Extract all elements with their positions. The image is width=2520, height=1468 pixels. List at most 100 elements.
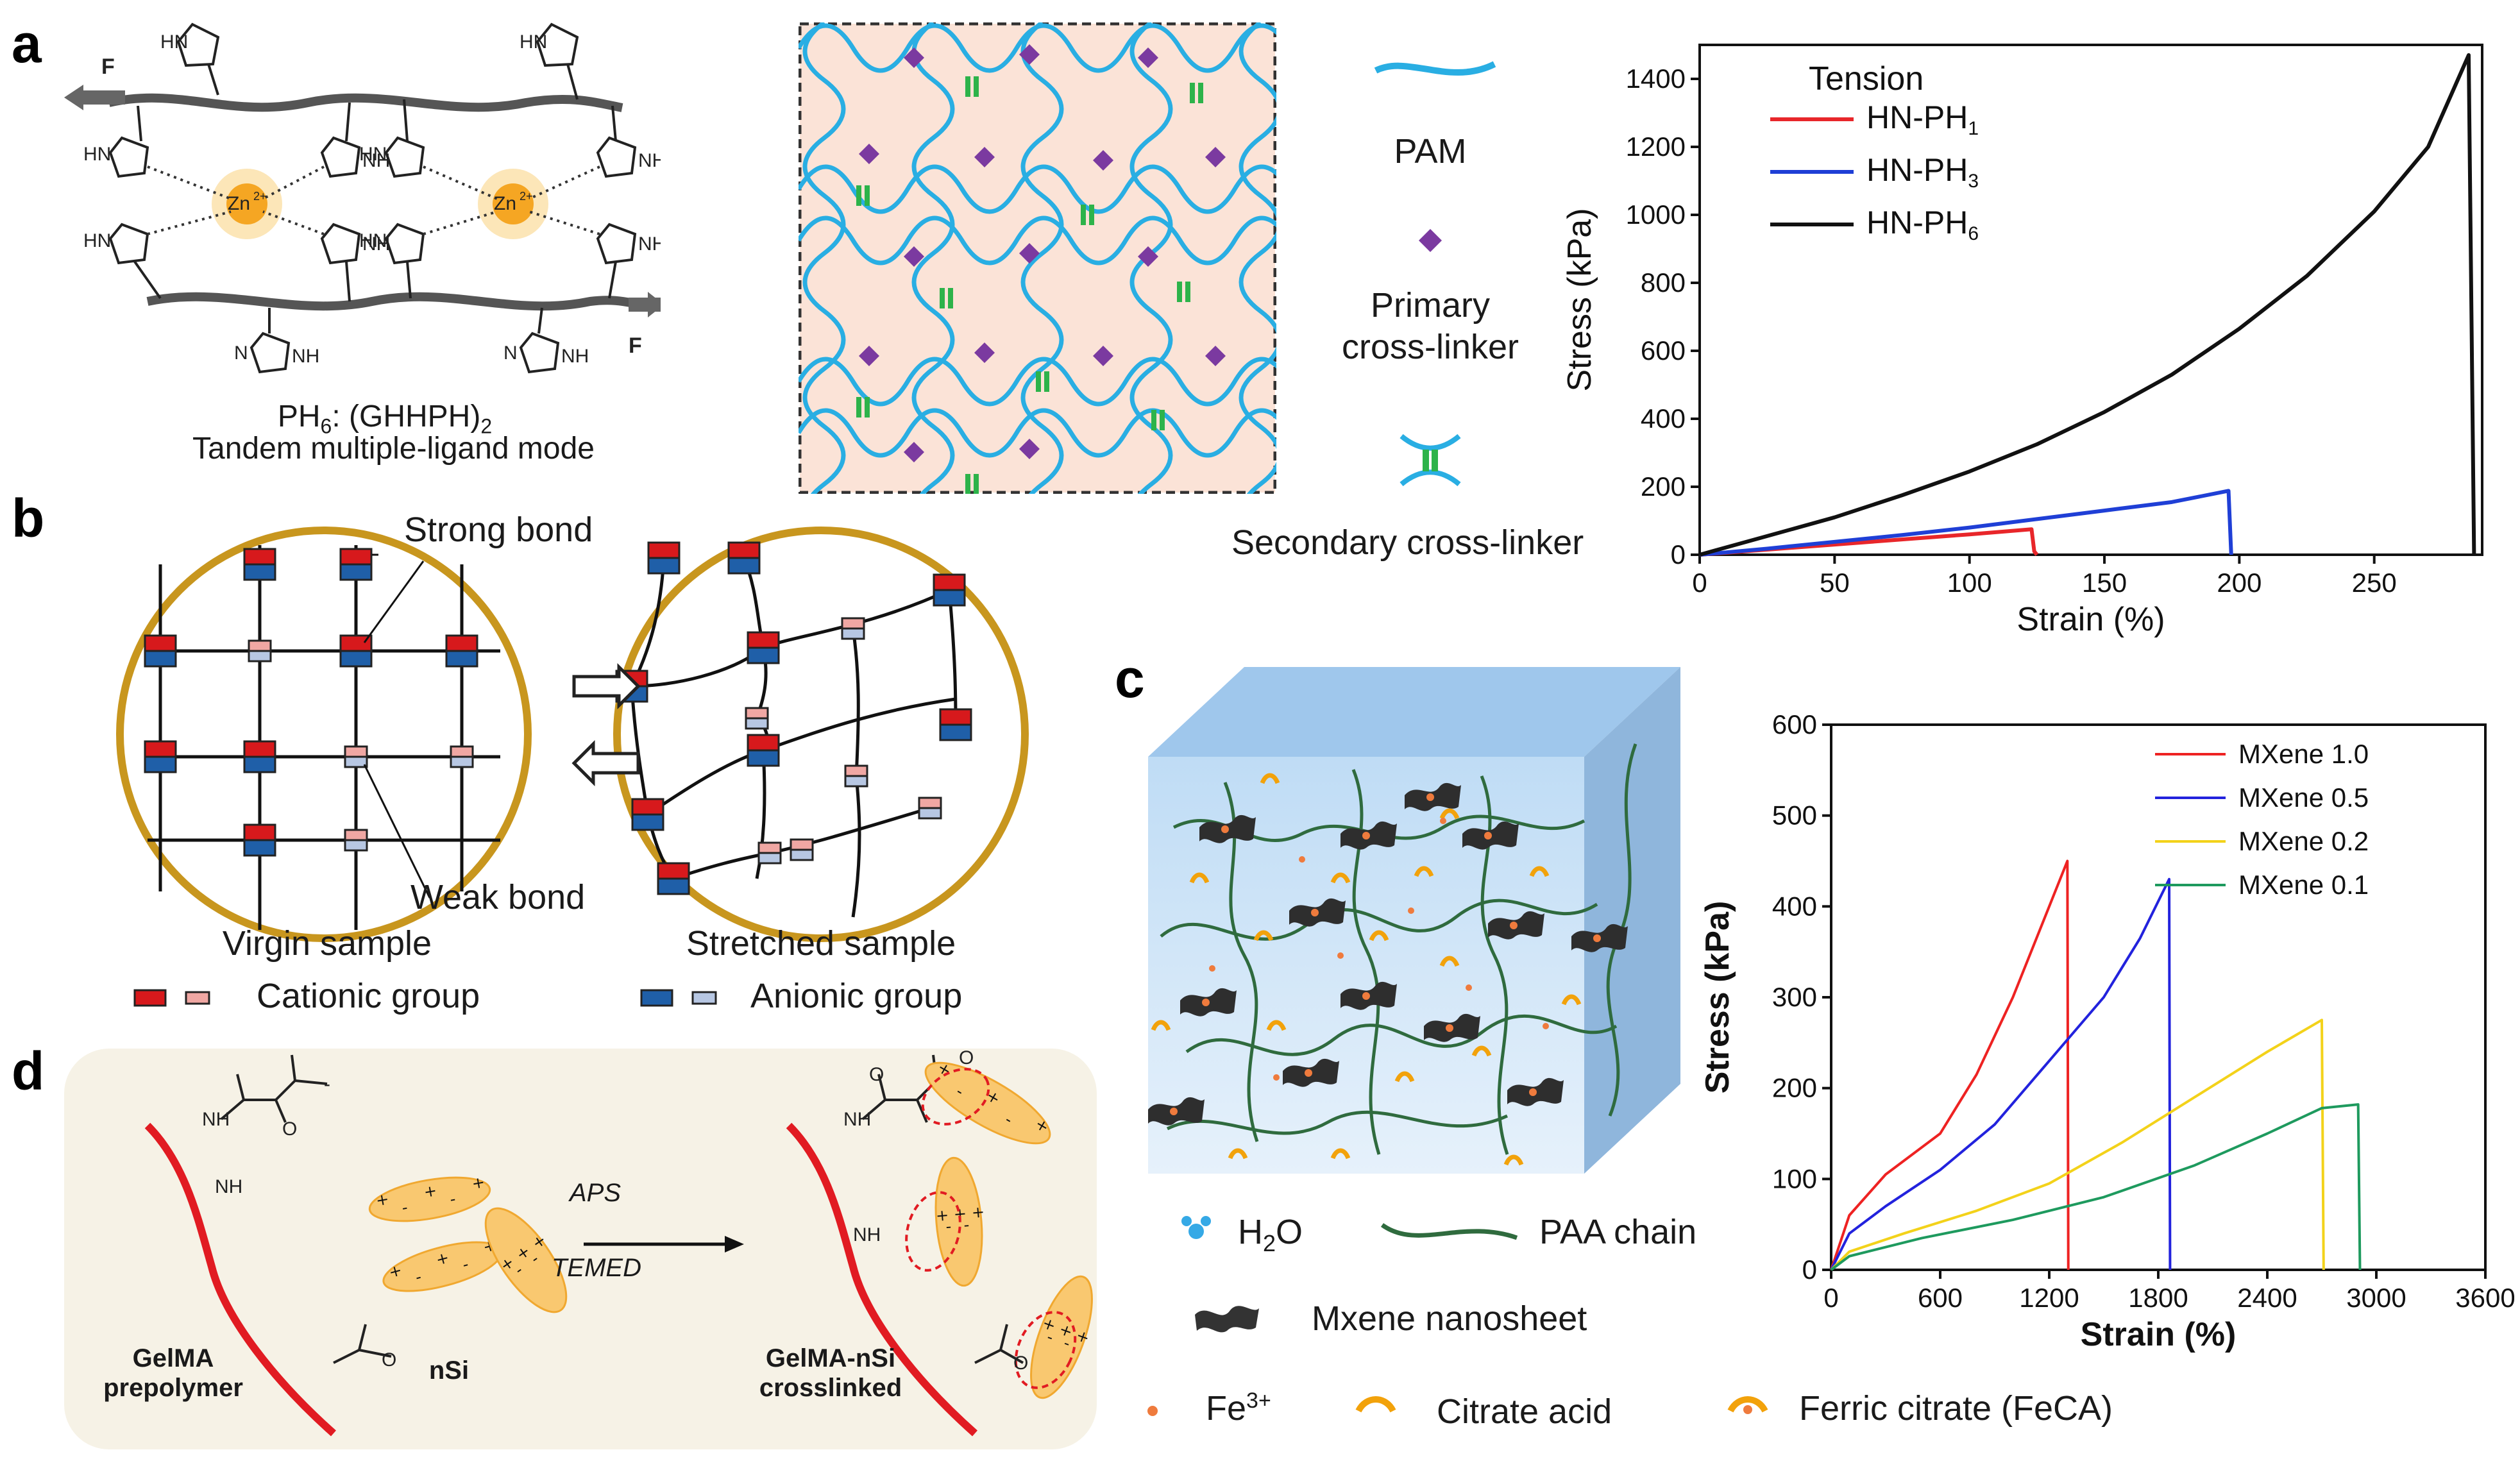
gelma-label-2: prepolymer	[103, 1374, 243, 1402]
citrate-acid	[1369, 930, 1389, 941]
ligand-mode-caption: Tandem multiple-ligand mode	[192, 432, 595, 466]
citrate-acid	[1471, 1045, 1492, 1057]
imidazole-ring	[320, 223, 361, 265]
nsi-label: nSi	[428, 1356, 469, 1385]
cationic-group	[933, 573, 966, 591]
nh-label: NH	[561, 346, 589, 367]
pam-network-box	[799, 22, 1276, 494]
cationic-group	[243, 823, 276, 841]
fe-ion	[1466, 984, 1472, 991]
secondary-crosslinker	[965, 474, 970, 494]
series-line	[1830, 877, 2172, 1270]
anionic-group	[243, 563, 276, 581]
weak-bond-pointer	[363, 764, 431, 899]
citrate-acid	[1151, 1020, 1171, 1031]
imidazole-ring	[176, 22, 220, 67]
anionic-group	[450, 755, 474, 768]
x-tick-label: 3000	[2346, 1283, 2406, 1313]
ferric-citrate-label: Ferric citrate (FeCA)	[1799, 1389, 2113, 1428]
primary-crosslinker-icon	[1419, 229, 1442, 252]
plot-frame	[1698, 44, 2483, 556]
fe-ion	[1408, 907, 1414, 914]
fe-label: Fe3+	[1206, 1388, 1271, 1428]
imidazole-ring	[596, 223, 637, 265]
charge-symbol: +	[935, 1206, 949, 1225]
anionic-group	[841, 627, 865, 640]
cationic-group	[144, 740, 177, 758]
cationic-group	[144, 634, 177, 652]
strong-bond-pointer	[363, 561, 425, 643]
citrate-acid	[1394, 1071, 1415, 1083]
anionic-group	[844, 775, 868, 788]
n-label: N	[234, 342, 248, 364]
fe-ion	[1446, 1024, 1453, 1032]
anionic-group	[918, 807, 942, 820]
secondary-crosslinker	[1190, 83, 1195, 103]
fe-ion	[1362, 832, 1370, 839]
x-tick-label: 1800	[2128, 1283, 2188, 1313]
anionic-group	[933, 589, 966, 607]
y-tick-label: 0	[1671, 539, 1686, 569]
citrate-acid	[1503, 1154, 1524, 1166]
zn-charge: 2+	[253, 190, 267, 203]
fe-ion	[1529, 1088, 1537, 1096]
x-tick-label: 0	[1823, 1283, 1838, 1313]
minus-label: -	[324, 1074, 330, 1095]
hn-label: HN	[520, 31, 547, 53]
cationic-group	[844, 764, 868, 777]
zn-ion-2	[493, 183, 534, 224]
anionic-group	[144, 650, 177, 668]
cationic-group	[745, 707, 769, 720]
product-label-2: crosslinked	[759, 1374, 902, 1402]
nh-label: NH	[292, 346, 319, 367]
anionic-group	[939, 723, 972, 741]
primary-crosslinker	[974, 342, 995, 363]
x-tick-label: 1200	[2019, 1283, 2079, 1313]
imidazole-ring	[596, 136, 637, 178]
secondary-crosslinker	[1044, 371, 1049, 392]
fe-ion	[1337, 952, 1344, 959]
charge-symbol: -	[945, 1217, 952, 1236]
fe-ion	[1593, 934, 1601, 942]
hn-label: HN	[83, 230, 111, 251]
secondary-crosslinker	[1198, 83, 1203, 103]
secondary-crosslinker	[856, 185, 861, 206]
anionic-group	[339, 563, 373, 581]
anionic-group	[344, 839, 368, 852]
legend-primary-line2: cross-linker	[1341, 328, 1519, 366]
series-line	[1699, 53, 2476, 557]
nh3-label: NH	[215, 1176, 242, 1197]
cationic-group	[841, 617, 865, 630]
anionic-group	[745, 717, 769, 730]
series-line	[1830, 1018, 2325, 1271]
panel-label-d: d	[12, 1041, 45, 1101]
mxene-nanosheet-label: Mxene nanosheet	[1312, 1299, 1587, 1338]
primary-crosslinker	[1205, 346, 1226, 366]
anionic-group	[339, 650, 373, 668]
imidazole-ring	[536, 22, 579, 67]
cationic-group	[243, 548, 276, 566]
citrate-acid	[1330, 872, 1351, 884]
h2o-icon	[1181, 1216, 1211, 1239]
secondary-crosslinker	[865, 397, 870, 418]
hn-label: HN	[359, 230, 387, 251]
cationic-legend-icon	[133, 989, 210, 1007]
citrate-acid	[1439, 956, 1460, 967]
fe-ion	[1484, 832, 1492, 839]
fe-ion-icon	[1147, 1406, 1158, 1416]
anionic-group	[657, 877, 690, 895]
secondary-crosslinker	[1177, 282, 1182, 302]
stretched-circle	[613, 527, 1029, 942]
force-label: F	[629, 333, 642, 358]
polymer-chain-top	[108, 93, 623, 112]
cationic-group	[450, 745, 474, 758]
zn-label: Zn	[494, 193, 516, 214]
primary-crosslinker	[1019, 439, 1040, 459]
pam-chains	[799, 22, 1276, 494]
virgin-circle	[116, 527, 532, 942]
y-tick-label: 200	[1641, 471, 1686, 502]
nh3-label: NH	[853, 1224, 881, 1245]
cationic-group	[747, 631, 780, 649]
x-tick-label: 150	[2082, 568, 2127, 598]
cationic-group	[939, 708, 972, 726]
